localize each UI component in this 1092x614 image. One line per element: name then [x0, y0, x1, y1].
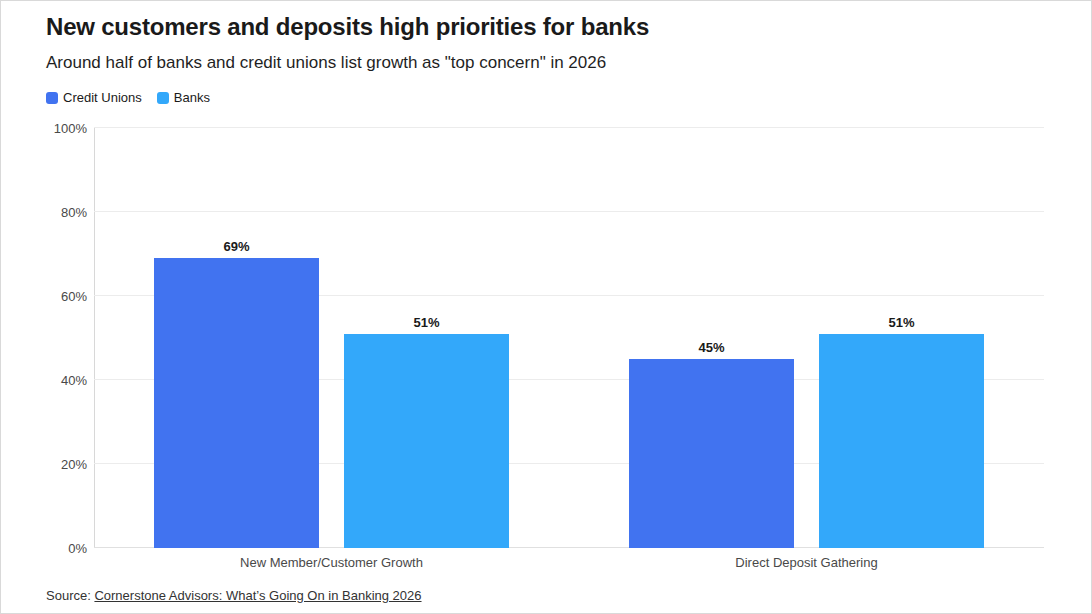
bar-value-label: 69% — [154, 240, 319, 253]
y-axis-tick-label: 0% — [68, 542, 87, 555]
legend: Credit Unions Banks — [46, 90, 210, 105]
x-axis-label-direct-deposit-gathering: Direct Deposit Gathering — [569, 555, 1044, 570]
bar-credit-unions: 69% — [154, 258, 319, 548]
x-axis-labels: New Member/Customer GrowthDirect Deposit… — [94, 555, 1044, 570]
bar-credit-unions: 45% — [629, 359, 794, 548]
y-axis-tick-label: 60% — [61, 290, 87, 303]
legend-item-banks: Banks — [157, 90, 210, 105]
chart-card: New customers and deposits high prioriti… — [0, 0, 1092, 614]
bar-group-new-member-customer-growth: 69%51% — [94, 128, 569, 548]
y-axis-tick-label: 100% — [54, 122, 87, 135]
bar-value-label: 51% — [344, 316, 509, 329]
chart-title: New customers and deposits high prioriti… — [46, 13, 649, 41]
legend-item-credit-unions: Credit Unions — [46, 90, 142, 105]
bar-value-label: 51% — [819, 316, 984, 329]
source-link[interactable]: Cornerstone Advisors: What’s Going On in… — [94, 588, 421, 603]
plot-area: 69%51%45%51% 0%20%40%60%80%100% — [94, 128, 1044, 548]
legend-swatch-banks — [157, 92, 169, 104]
bars-row: 69%51%45%51% — [94, 128, 1044, 548]
y-axis-tick-label: 20% — [61, 458, 87, 471]
bar-banks: 51% — [344, 334, 509, 548]
y-axis-tick-label: 40% — [61, 374, 87, 387]
legend-label: Banks — [174, 90, 210, 105]
legend-label: Credit Unions — [63, 90, 142, 105]
source-line: Source: Cornerstone Advisors: What’s Goi… — [46, 588, 422, 603]
bar-banks: 51% — [819, 334, 984, 548]
legend-swatch-credit-unions — [46, 92, 58, 104]
source-prefix: Source: — [46, 588, 94, 603]
bar-group-direct-deposit-gathering: 45%51% — [569, 128, 1044, 548]
bar-value-label: 45% — [629, 341, 794, 354]
x-axis-label-new-member-customer-growth: New Member/Customer Growth — [94, 555, 569, 570]
chart-subtitle: Around half of banks and credit unions l… — [46, 53, 606, 73]
y-axis-tick-label: 80% — [61, 206, 87, 219]
